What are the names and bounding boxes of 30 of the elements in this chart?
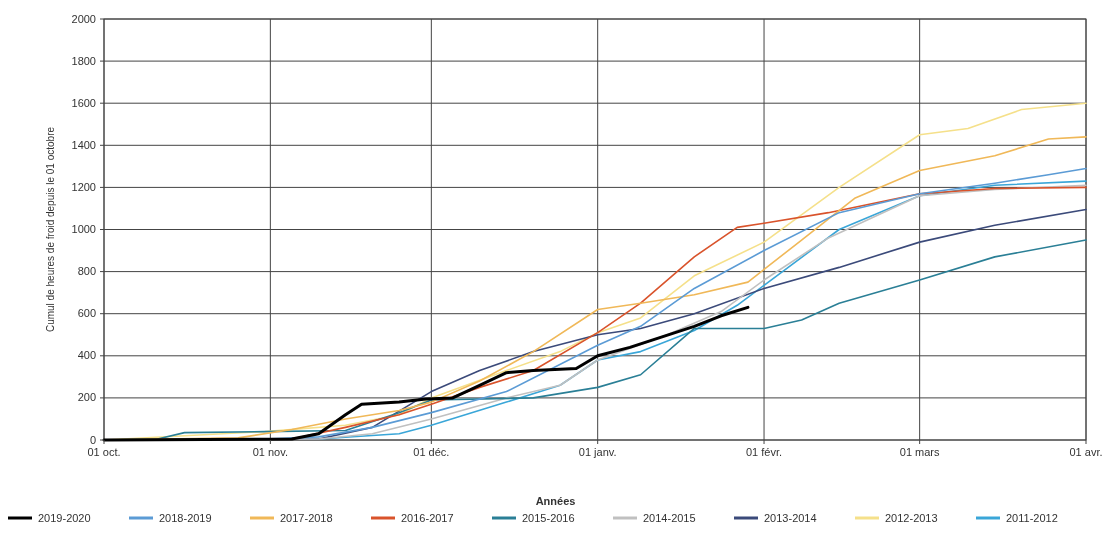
y-axis-title: Cumul de heures de froid depuis le 01 octobre [45,126,56,333]
y-tick-label: 400 [77,349,96,362]
x-tick-label: 01 avr. [1069,446,1103,458]
legend-title: Années [535,495,576,507]
x-tick-label: 01 oct. [87,446,121,458]
x-tick-label: 01 nov. [252,446,288,458]
legend-label: 2012-2013 [885,512,938,524]
legend-label: 2013-2014 [764,512,817,524]
x-tick-label: 01 déc. [413,446,450,458]
line-series [102,305,750,442]
legend-label: 2019-2020 [38,512,91,524]
y-tick-label: 800 [77,265,96,278]
y-tick-label: 600 [77,307,96,320]
y-tick-label: 1400 [71,138,96,151]
y-tick-label: 1800 [71,54,96,67]
y-tick-label: 1200 [71,180,96,193]
x-tick-label: 01 janv. [578,446,617,458]
legend-label: 2015-2016 [522,512,575,524]
legend-label: 2017-2018 [280,512,333,524]
x-tick-label: 01 févr. [745,446,783,458]
y-tick-label: 200 [77,391,96,404]
y-tick-label: 1600 [71,96,96,109]
y-tick-label: 0 [89,433,96,446]
legend-label: 2018-2019 [159,512,212,524]
y-tick-label: 1000 [71,223,96,236]
legend-label: 2011-2012 [1006,512,1058,524]
legend-label: 2016-2017 [401,512,454,524]
y-tick-label: 2000 [71,12,96,25]
legend-label: 2014-2015 [643,512,696,524]
x-tick-label: 01 mars [899,446,941,458]
